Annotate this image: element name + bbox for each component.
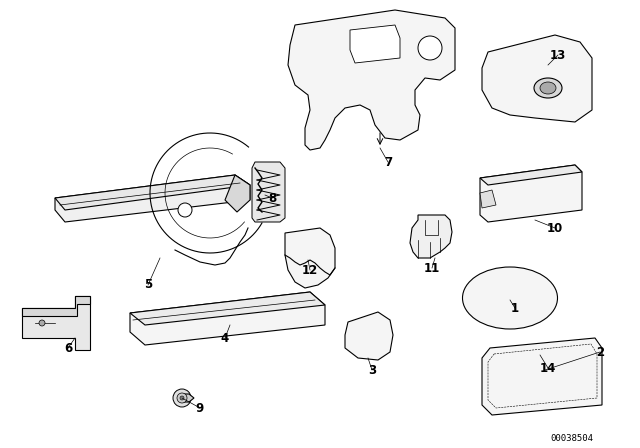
Polygon shape	[482, 338, 602, 415]
Circle shape	[418, 36, 442, 60]
Text: 3: 3	[368, 363, 376, 376]
Ellipse shape	[540, 82, 556, 94]
Ellipse shape	[534, 78, 562, 98]
Text: 8: 8	[268, 191, 276, 204]
Polygon shape	[252, 162, 285, 222]
Polygon shape	[130, 292, 325, 325]
Text: 9: 9	[196, 401, 204, 414]
Circle shape	[180, 396, 184, 400]
Polygon shape	[410, 215, 452, 258]
Polygon shape	[130, 292, 325, 345]
Polygon shape	[480, 190, 496, 208]
Circle shape	[177, 393, 187, 403]
Text: 5: 5	[144, 279, 152, 292]
Polygon shape	[225, 175, 250, 212]
Text: 13: 13	[550, 48, 566, 61]
Polygon shape	[480, 165, 582, 185]
Polygon shape	[350, 25, 400, 63]
Polygon shape	[345, 312, 393, 360]
Text: 11: 11	[424, 262, 440, 275]
Text: 14: 14	[540, 362, 556, 375]
Text: 6: 6	[64, 341, 72, 354]
Polygon shape	[180, 394, 194, 402]
Text: 2: 2	[596, 345, 604, 358]
Text: 12: 12	[302, 263, 318, 276]
Circle shape	[178, 203, 192, 217]
Polygon shape	[288, 10, 455, 150]
Polygon shape	[285, 228, 335, 288]
Text: 7: 7	[384, 155, 392, 168]
Text: 1: 1	[511, 302, 519, 314]
Text: 4: 4	[221, 332, 229, 345]
Polygon shape	[480, 165, 582, 222]
Circle shape	[173, 389, 191, 407]
Polygon shape	[55, 175, 250, 222]
Ellipse shape	[463, 267, 557, 329]
Polygon shape	[55, 175, 250, 210]
Polygon shape	[22, 296, 90, 316]
Text: 00038504: 00038504	[550, 434, 593, 443]
Text: 10: 10	[547, 221, 563, 234]
Polygon shape	[22, 296, 90, 350]
Circle shape	[39, 320, 45, 326]
Polygon shape	[482, 35, 592, 122]
